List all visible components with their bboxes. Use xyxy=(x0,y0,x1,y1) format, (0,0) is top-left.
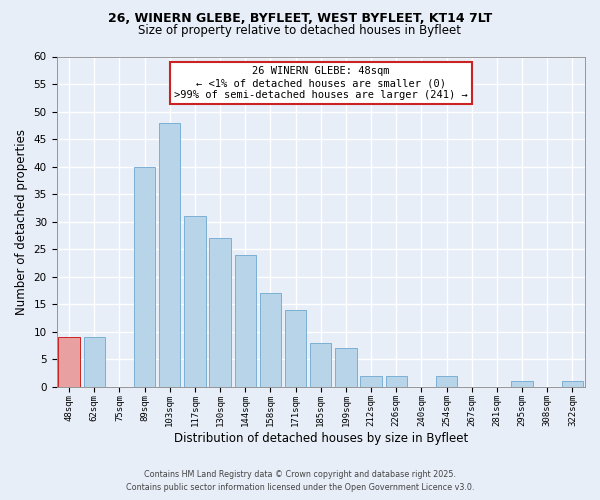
Text: Size of property relative to detached houses in Byfleet: Size of property relative to detached ho… xyxy=(139,24,461,37)
Text: Contains HM Land Registry data © Crown copyright and database right 2025.
Contai: Contains HM Land Registry data © Crown c… xyxy=(126,470,474,492)
Bar xyxy=(562,381,583,386)
Text: 26, WINERN GLEBE, BYFLEET, WEST BYFLEET, KT14 7LT: 26, WINERN GLEBE, BYFLEET, WEST BYFLEET,… xyxy=(108,12,492,26)
Bar xyxy=(386,376,407,386)
Bar xyxy=(310,342,331,386)
Bar xyxy=(159,122,181,386)
Bar xyxy=(436,376,457,386)
Bar xyxy=(285,310,306,386)
Bar xyxy=(511,381,533,386)
Bar xyxy=(184,216,206,386)
Bar xyxy=(361,376,382,386)
Bar xyxy=(83,337,105,386)
Text: 26 WINERN GLEBE: 48sqm
← <1% of detached houses are smaller (0)
>99% of semi-det: 26 WINERN GLEBE: 48sqm ← <1% of detached… xyxy=(174,66,467,100)
Bar xyxy=(58,337,80,386)
Bar xyxy=(235,254,256,386)
Y-axis label: Number of detached properties: Number of detached properties xyxy=(15,128,28,314)
Bar xyxy=(335,348,356,387)
Bar xyxy=(134,166,155,386)
Bar xyxy=(260,293,281,386)
X-axis label: Distribution of detached houses by size in Byfleet: Distribution of detached houses by size … xyxy=(173,432,468,445)
Bar xyxy=(209,238,231,386)
